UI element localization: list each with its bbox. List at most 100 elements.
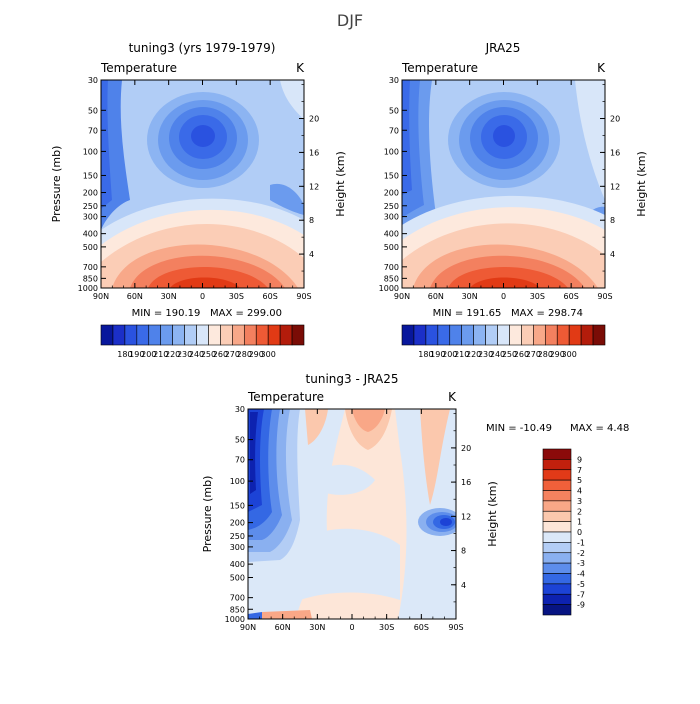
y2-axis-label: Height (km): [635, 151, 648, 217]
colorbar-box: [279, 324, 293, 346]
colorbar-label: 1: [577, 518, 582, 527]
colorbar-box: [461, 324, 474, 346]
panel-jra25: JRA25 Temperature K 90N 60N 30N 0 30S 60S 90S 3…: [379, 41, 648, 359]
y2-tick-label: 16: [309, 148, 319, 157]
x-tick-label: 90N: [394, 292, 410, 301]
colorbar-label: 190: [430, 350, 445, 359]
colorbar-label: 250: [201, 350, 216, 359]
min-label: MIN = 191.65: [433, 308, 502, 319]
y-tick-label: 400: [83, 230, 98, 239]
colorbar-label: -2: [577, 549, 585, 558]
x-tick-label: 0: [501, 292, 506, 301]
colorbar-box: [542, 469, 572, 481]
colorbar-box: [485, 324, 498, 346]
colorbar-label: 290: [550, 350, 565, 359]
panel-tuning3: tuning3 (yrs 1979-1979) Temperature K: [50, 41, 347, 359]
y2-tick-label: 4: [461, 581, 466, 590]
colorbar-label: -4: [577, 570, 585, 579]
y-tick-label: 300: [230, 543, 245, 552]
colorbar-label: 3: [577, 497, 582, 506]
colorbar-box: [112, 324, 126, 346]
colorbar-label: 220: [466, 350, 481, 359]
colorbar-label: 9: [577, 455, 582, 464]
colorbar-box: [291, 324, 305, 346]
colorbar-box: [542, 510, 572, 522]
y2-tick-label: 8: [309, 216, 314, 225]
y2-tick-label: 20: [309, 115, 319, 124]
x-tick-label: 90N: [240, 623, 256, 632]
y2-tick-label: 12: [610, 182, 620, 191]
x-tick-label: 90S: [448, 623, 463, 632]
y-tick-label: 70: [389, 126, 399, 135]
colorbar-box: [542, 459, 572, 471]
panel-right-label: K: [296, 61, 305, 75]
y-tick-label: 100: [230, 477, 245, 486]
colorbar-label: 240: [490, 350, 505, 359]
panel-left-label: Temperature: [401, 61, 478, 75]
colorbar-box: [184, 324, 197, 346]
colorbar-box: [509, 324, 522, 346]
colorbar-box: [243, 324, 257, 346]
colorbar-box: [100, 324, 114, 346]
colorbar-label: 200: [442, 350, 457, 359]
colorbar-box: [232, 324, 245, 346]
colorbar-box: [521, 324, 534, 346]
colorbar-box: [544, 324, 558, 346]
colorbar-label: 2: [577, 507, 582, 516]
colorbar-label: -9: [577, 601, 585, 610]
colorbar-box: [556, 324, 570, 346]
y-tick-label: 200: [230, 519, 245, 528]
max-label: MAX = 4.48: [570, 423, 629, 434]
y-tick-label: 30: [88, 76, 98, 85]
x-tick-label: 60N: [428, 292, 444, 301]
y-tick-label: 200: [83, 189, 98, 198]
colorbar-box: [533, 324, 546, 346]
colorbar-box: [542, 552, 572, 564]
colorbar-label: -1: [577, 538, 585, 547]
panel-left-label: Temperature: [100, 61, 177, 75]
colorbar-box: [592, 324, 606, 346]
colorbar-box: [196, 324, 209, 346]
x-tick-label: 60S: [564, 292, 579, 301]
y2-axis-label: Height (km): [334, 151, 347, 217]
y-tick-label: 30: [235, 405, 245, 414]
axes: 90N 60N 30N 0 30S 60S 90S 30 50 70 100 150 200 250 300…: [379, 76, 648, 301]
colorbar-box: [208, 324, 221, 346]
colorbar-label: 270: [526, 350, 541, 359]
x-tick-label: 30S: [530, 292, 545, 301]
y-tick-label: 30: [389, 76, 399, 85]
y-tick-label: 500: [83, 243, 98, 252]
min-label: MIN = 190.19: [132, 308, 201, 319]
colorbar-box: [542, 490, 572, 502]
x-tick-label: 60S: [263, 292, 278, 301]
contour-plot: [402, 80, 605, 288]
colorbar-label: 7: [577, 466, 582, 475]
colorbar-label: -7: [577, 590, 585, 599]
colorbar-label: 180: [418, 350, 433, 359]
y-tick-label: 500: [230, 573, 245, 582]
colorbar-label: 260: [213, 350, 228, 359]
x-tick-label: 30S: [379, 623, 394, 632]
y2-tick-label: 12: [309, 182, 319, 191]
y2-tick-label: 16: [610, 148, 620, 157]
colorbar-label: 250: [502, 350, 517, 359]
y-tick-label: 850: [384, 274, 399, 283]
colorbar-box: [542, 521, 572, 533]
y-tick-label: 150: [384, 171, 399, 180]
y-tick-label: 850: [230, 605, 245, 614]
y-tick-label: 1000: [78, 284, 98, 293]
y-tick-label: 250: [384, 202, 399, 211]
y-tick-label: 250: [83, 202, 98, 211]
panel-left-label: Temperature: [247, 390, 324, 404]
colorbar-box: [401, 324, 415, 346]
colorbar-label: -3: [577, 559, 585, 568]
colorbar-label: 230: [177, 350, 192, 359]
y2-tick-label: 12: [461, 512, 471, 521]
y2-tick-label: 8: [461, 547, 466, 556]
colorbar-label: 0: [577, 528, 582, 537]
colorbar-box: [425, 324, 439, 346]
axes: 90N 60N 30N 0 30S 60S 90S 30 50 70 100 150 200 250 300…: [201, 405, 499, 632]
colorbar-box: [568, 324, 582, 346]
